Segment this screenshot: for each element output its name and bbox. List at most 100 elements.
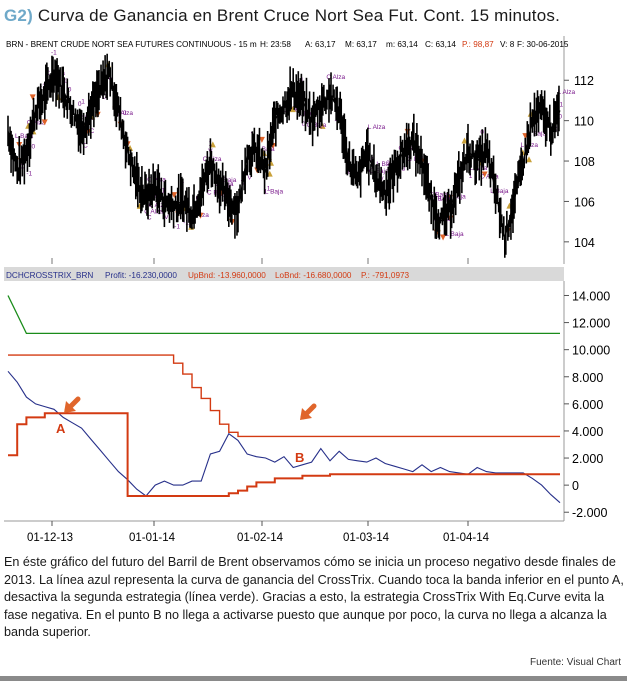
price-header-c: C: 63,14 xyxy=(425,40,456,49)
signal-arrow xyxy=(461,137,468,144)
annotation-b-label: B xyxy=(295,450,304,465)
signal-label: 0 xyxy=(558,114,562,121)
annotation-a-arrow-head xyxy=(64,401,76,413)
signal-label: C Alza xyxy=(203,156,222,163)
figure-source: Fuente: Visual Chart xyxy=(530,657,621,668)
equity-header-bar xyxy=(4,267,564,281)
signal-label: 0 xyxy=(31,143,35,150)
signal-label: L Baja xyxy=(215,181,234,188)
signal-label: L Alza xyxy=(558,89,576,96)
signal-label: C Alza xyxy=(326,74,345,81)
equity-y-tick-label: 10.000 xyxy=(572,344,610,358)
price-header-m: M: 63,17 xyxy=(345,40,377,49)
signal-label: L Baja xyxy=(490,188,509,195)
signal-label: -1 xyxy=(159,187,165,194)
equity-header-lobnd: LoBnd: -16.680,0000 xyxy=(275,271,352,280)
signal-label: -1 xyxy=(79,99,85,106)
signal-label: 0 xyxy=(116,111,120,118)
signal-arrow xyxy=(440,234,447,241)
chart-frame: BRN - BRENT CRUDE NORT SEA FUTURES CONTI… xyxy=(4,36,621,546)
signal-label: L Baja xyxy=(265,188,284,195)
signal-label: 0 xyxy=(302,121,306,128)
annotation-a-label: A xyxy=(56,421,66,436)
signal-label: C Baja xyxy=(431,195,451,202)
equity-y-tick-label: -2.000 xyxy=(572,506,607,520)
price-y-tick-label: 112 xyxy=(574,74,594,88)
price-header-mn: m: 63,14 xyxy=(386,40,418,49)
signal-label: 0 xyxy=(386,160,390,167)
signal-label: 1 xyxy=(267,185,271,192)
signal-label: C xyxy=(102,94,107,101)
annotation-b-arrow-head xyxy=(300,408,312,420)
signal-label: V xyxy=(247,175,252,182)
signal-label: 0 xyxy=(78,101,82,108)
x-tick-label: 01-04-14 xyxy=(443,532,490,544)
price-grid xyxy=(51,258,469,264)
equity-header-profit: Profit: -16.230,0000 xyxy=(105,271,177,280)
signal-label: -1 xyxy=(51,50,57,57)
equity-panel xyxy=(4,281,564,521)
figure-caption: En éste gráfico del futuro del Barril de… xyxy=(4,555,624,640)
signal-arrow xyxy=(209,141,216,148)
signal-label: 1 xyxy=(434,192,438,199)
annotation-b-arrow xyxy=(300,403,317,420)
signal-label: L Baja xyxy=(256,146,275,153)
signal-label: 1 xyxy=(439,196,443,203)
signal-label: C Baja xyxy=(307,122,327,129)
signal-arrow xyxy=(258,136,265,143)
signal-label: L Baja xyxy=(445,231,464,238)
signal-arrow xyxy=(29,94,36,101)
signal-arrow xyxy=(41,119,48,126)
signal-label: L Baja xyxy=(376,161,395,168)
x-tick-label: 01-01-14 xyxy=(129,532,176,544)
price-series xyxy=(7,53,561,258)
signal-label: C xyxy=(147,214,152,221)
signal-label: -1 xyxy=(174,223,180,230)
equity-header-upbnd: UpBnd: -13.960,0000 xyxy=(188,271,266,280)
equity-y-tick-label: 6.000 xyxy=(572,398,603,412)
price-header-v: V: 8 xyxy=(500,40,515,49)
chart-svg: BRN - BRENT CRUDE NORT SEA FUTURES CONTI… xyxy=(4,36,610,544)
x-axis: 01-12-13 01-01-14 01-02-14 01-03-14 01-04-14 xyxy=(27,521,490,544)
x-tick-label: 01-12-13 xyxy=(27,532,73,544)
equity-y-tick-label: 4.000 xyxy=(572,425,603,439)
equity-annotations: AB xyxy=(56,396,317,465)
equity-series-lobnd xyxy=(8,412,560,497)
equity-series-second-strategy xyxy=(7,295,560,335)
signal-arrow xyxy=(289,106,296,113)
price-y-tick-label: 106 xyxy=(574,195,595,209)
price-line xyxy=(7,70,561,238)
signal-label: -1 xyxy=(557,102,563,109)
x-tick-label: 01-02-14 xyxy=(237,532,284,544)
price-header-a: A: 63,17 xyxy=(305,40,336,49)
signal-label: 1 xyxy=(469,173,473,180)
x-tick-label: 01-03-14 xyxy=(343,532,390,544)
equity-y-tick-label: 2.000 xyxy=(572,452,603,466)
signal-arrow xyxy=(481,171,488,178)
signal-label: 0 xyxy=(68,87,72,94)
bottom-rule xyxy=(0,676,627,681)
signal-label: C xyxy=(90,128,95,135)
annotation-a-arrow xyxy=(64,396,81,413)
equity-header-name: DCHCROSSTRIX_BRN xyxy=(6,271,93,280)
signal-label: -1 xyxy=(26,171,32,178)
price-y-tick-label: 110 xyxy=(574,115,594,129)
equity-y-tick-label: 8.000 xyxy=(572,371,603,385)
signal-label: C Alza xyxy=(114,110,133,117)
figure-tag-paren: ) xyxy=(27,6,33,25)
equity-y-tick-label: 0 xyxy=(572,479,579,493)
equity-y-tick-label: 14.000 xyxy=(572,289,610,303)
signal-label: L Baja xyxy=(15,133,34,140)
equity-header-p: P.: -791,0973 xyxy=(361,271,410,280)
signal-label: L Alza xyxy=(368,124,386,131)
signal-label: 0 xyxy=(402,166,406,173)
figure-title-text: Curva de Ganancia en Brent Cruce Nort Se… xyxy=(37,6,561,25)
figure-title: G2) Curva de Ganancia en Brent Cruce Nor… xyxy=(4,6,560,26)
signal-arrow xyxy=(171,192,178,199)
price-header-f: F: 30-06-2015 xyxy=(517,40,569,49)
price-header-symbol: BRN - BRENT CRUDE NORT SEA FUTURES CONTI… xyxy=(6,40,257,49)
signal-label: 0 xyxy=(64,78,68,85)
price-y-axis: 104 106 108 110 112 xyxy=(564,74,595,250)
signal-label: C Alza xyxy=(144,209,163,216)
signal-label: C Baja xyxy=(429,191,449,198)
